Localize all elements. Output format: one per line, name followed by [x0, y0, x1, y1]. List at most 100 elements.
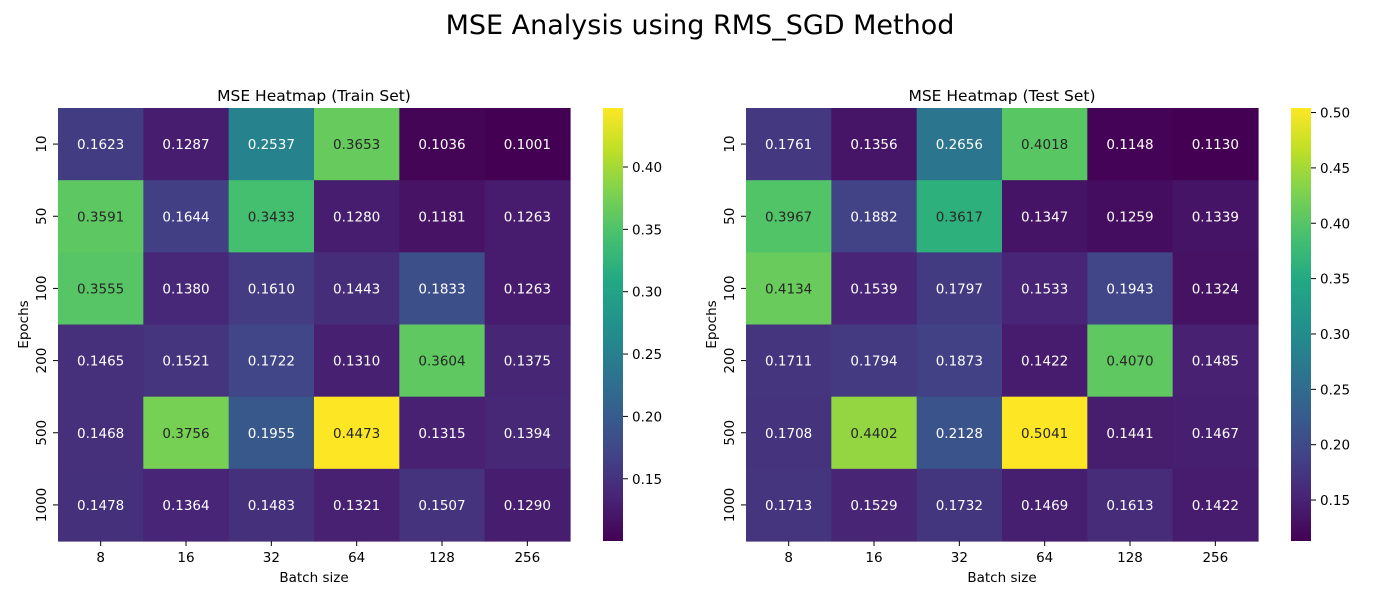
heatmap-cell [399, 252, 486, 326]
heatmap-cell [916, 396, 1003, 470]
heatmap-cell-value: 0.1290 [504, 498, 551, 514]
heatmap-cell-value: 0.1287 [162, 137, 209, 153]
heatmap-cell [143, 108, 230, 181]
heatmap-cell-value: 0.3433 [248, 209, 295, 225]
heatmap-cell-value: 0.1722 [248, 354, 295, 370]
y-axis-label: Epochs [704, 300, 720, 348]
x-tick-label: 32 [951, 550, 968, 566]
heatmap-cell-value: 0.1732 [936, 498, 983, 514]
heatmap-cell-value: 0.1001 [504, 137, 551, 153]
y-tick-label: 100 [722, 276, 738, 302]
heatmap-panel-test: MSE Heatmap (Test Set) 0.1761 0.1356 0.2656… [704, 87, 1350, 586]
colorbar-tick-label: 0.25 [632, 347, 662, 363]
heatmap-cell-value: 0.1529 [850, 498, 897, 514]
heatmap-cell [228, 252, 315, 326]
heatmap-cell [314, 324, 400, 398]
y-tick-label: 500 [34, 420, 50, 446]
heatmap-cell [1002, 396, 1088, 470]
heatmap-cell-value: 0.4070 [1106, 354, 1153, 370]
heatmap-cell [228, 324, 315, 398]
x-axis-label: Batch size [279, 570, 348, 586]
heatmap-cell-value: 0.1882 [850, 209, 897, 225]
colorbar-tick-label: 0.35 [632, 222, 662, 238]
heatmap-cell-value: 0.1644 [162, 209, 209, 225]
heatmap-cell [484, 396, 571, 470]
heatmap-cell [916, 180, 1003, 253]
heatmap-cell [1172, 108, 1259, 181]
heatmap-cell-value: 0.1507 [418, 498, 465, 514]
y-tick-label: 500 [722, 420, 738, 446]
heatmap-cell [831, 252, 918, 326]
heatmap-cell-value: 0.1468 [77, 426, 124, 442]
x-tick-label: 64 [348, 550, 365, 566]
colorbar [1291, 108, 1311, 541]
heatmap-cell [746, 252, 832, 326]
heatmap-cell [399, 108, 486, 181]
y-axis-label: Epochs [16, 300, 32, 348]
heatmap-cell [1087, 108, 1174, 181]
heatmap-panel-train: MSE Heatmap (Train Set)0.1623 0.1287 0.253… [16, 87, 662, 586]
heatmap-cell [314, 180, 400, 253]
y-tick-label: 1000 [722, 488, 738, 522]
heatmap-cell [831, 180, 918, 253]
heatmap-cell [1087, 396, 1174, 470]
colorbar-tick-label: 0.30 [632, 285, 662, 301]
heatmap-cell [143, 324, 230, 398]
heatmap-cell-value: 0.1610 [248, 281, 295, 297]
heatmap-cell-value: 0.1263 [504, 209, 551, 225]
heatmap-cell [484, 324, 571, 398]
heatmap-cell-value: 0.1263 [504, 281, 551, 297]
heatmap-title: MSE Heatmap (Test Set) [908, 87, 1095, 105]
heatmap-cell-value: 0.3604 [418, 354, 465, 370]
heatmap-cell [1172, 468, 1259, 542]
heatmap-cell [1002, 108, 1088, 181]
heatmap-cell-value: 0.1036 [418, 137, 465, 153]
heatmap-cell-value: 0.1310 [333, 354, 380, 370]
colorbar-tick-label: 0.15 [632, 472, 662, 488]
heatmap-cell-value: 0.1873 [936, 354, 983, 370]
heatmap-title: MSE Heatmap (Train Set) [217, 87, 411, 105]
heatmap-cell [228, 180, 315, 253]
y-tick-label: 50 [34, 208, 50, 225]
heatmap-cell-value: 0.4134 [765, 281, 812, 297]
heatmap-cell-value: 0.1148 [1106, 137, 1153, 153]
heatmap-cell [746, 396, 832, 470]
y-tick-label: 10 [34, 135, 50, 152]
heatmap-cell [314, 468, 400, 542]
heatmap-cell [1002, 468, 1088, 542]
heatmap-cell-value: 0.1469 [1021, 498, 1068, 514]
x-tick-label: 256 [514, 550, 540, 566]
heatmap-cell-value: 0.1259 [1106, 209, 1153, 225]
heatmap-cell-value: 0.2537 [248, 137, 295, 153]
heatmap-cell [58, 396, 144, 470]
heatmap-cell-value: 0.1943 [1106, 281, 1153, 297]
heatmap-cell [314, 252, 400, 326]
heatmap-cell-value: 0.1441 [1106, 426, 1153, 442]
heatmap-cell-value: 0.1181 [418, 209, 465, 225]
heatmap-cell-value: 0.1380 [162, 281, 209, 297]
heatmap-cell-value: 0.1280 [333, 209, 380, 225]
x-tick-label: 64 [1036, 550, 1053, 566]
heatmap-cell-value: 0.1521 [162, 354, 209, 370]
heatmap-cell-value: 0.1347 [1021, 209, 1068, 225]
colorbar-tick-label: 0.50 [1320, 106, 1350, 122]
heatmap-cell-value: 0.1533 [1021, 281, 1068, 297]
heatmap-cell [399, 180, 486, 253]
heatmap-cell [314, 396, 400, 470]
x-tick-label: 32 [263, 550, 280, 566]
x-tick-label: 8 [784, 550, 793, 566]
heatmap-cell [1172, 180, 1259, 253]
heatmap-cell-value: 0.3617 [936, 209, 983, 225]
x-tick-label: 8 [96, 550, 105, 566]
heatmap-cell-value: 0.4473 [333, 426, 380, 442]
heatmap-cell [58, 252, 144, 326]
y-tick-label: 200 [722, 348, 738, 374]
heatmap-cell-value: 0.3591 [77, 209, 124, 225]
heatmap-cell [1002, 252, 1088, 326]
heatmap-cell [1172, 324, 1259, 398]
heatmap-cell [1087, 324, 1174, 398]
heatmap-cell-value: 0.1761 [765, 137, 812, 153]
colorbar-tick-label: 0.35 [1320, 272, 1350, 288]
